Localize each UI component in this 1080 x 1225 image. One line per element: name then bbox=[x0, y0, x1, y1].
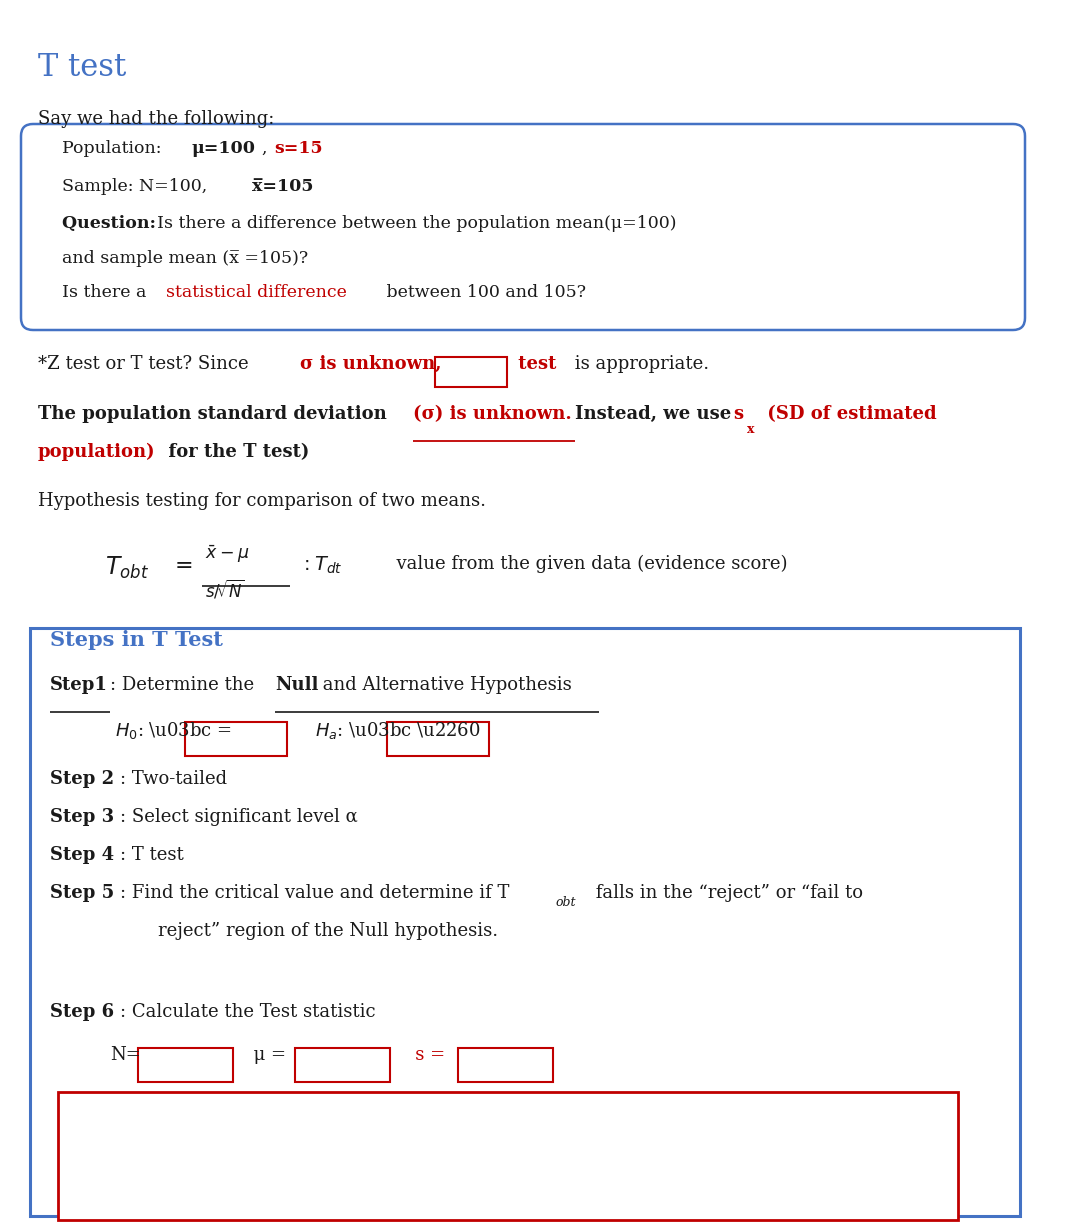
Text: s =: s = bbox=[399, 1046, 445, 1065]
Text: Sample: N=100,: Sample: N=100, bbox=[62, 178, 213, 195]
Text: The population standard deviation: The population standard deviation bbox=[38, 405, 393, 423]
Bar bbox=[138, 1049, 233, 1082]
Text: $\mathit{T}_{obt}$: $\mathit{T}_{obt}$ bbox=[105, 555, 149, 581]
Text: reject” region of the Null hypothesis.: reject” region of the Null hypothesis. bbox=[158, 922, 498, 940]
Text: s: s bbox=[733, 405, 743, 423]
Text: *Z test or T test? Since: *Z test or T test? Since bbox=[38, 355, 255, 372]
Text: : T test: : T test bbox=[120, 846, 184, 864]
Text: x̅=105: x̅=105 bbox=[252, 178, 313, 195]
Bar bbox=[58, 1091, 958, 1220]
Text: Instead, we use: Instead, we use bbox=[575, 405, 738, 423]
Text: Step 4: Step 4 bbox=[50, 846, 114, 864]
Text: (SD of estimated: (SD of estimated bbox=[761, 405, 936, 423]
Text: : Determine the: : Determine the bbox=[110, 676, 260, 695]
Text: Step 2: Step 2 bbox=[50, 771, 114, 788]
Text: : Find the critical value and determine if T: : Find the critical value and determine … bbox=[120, 884, 510, 902]
Text: μ =: μ = bbox=[242, 1046, 286, 1065]
Text: : Calculate the Test statistic: : Calculate the Test statistic bbox=[120, 1003, 376, 1020]
Text: x: x bbox=[747, 423, 755, 436]
Text: : Select significant level α: : Select significant level α bbox=[120, 808, 357, 826]
Text: and Alternative Hypothesis: and Alternative Hypothesis bbox=[318, 676, 571, 695]
Bar bbox=[295, 1049, 390, 1082]
FancyBboxPatch shape bbox=[21, 124, 1025, 330]
Text: ,: , bbox=[262, 140, 273, 157]
Bar bbox=[435, 356, 507, 387]
Text: Step 3: Step 3 bbox=[50, 808, 114, 826]
Text: =: = bbox=[175, 555, 193, 577]
Text: Step 6: Step 6 bbox=[50, 1003, 114, 1020]
Text: Steps in T Test: Steps in T Test bbox=[50, 630, 222, 650]
Text: N=: N= bbox=[110, 1046, 140, 1065]
Text: Is there a: Is there a bbox=[62, 284, 152, 301]
Text: Null: Null bbox=[275, 676, 319, 695]
Text: statistical difference: statistical difference bbox=[166, 284, 347, 301]
Text: $\bar{x}-\mu$: $\bar{x}-\mu$ bbox=[205, 543, 249, 565]
Text: $s/\!\sqrt{N}$: $s/\!\sqrt{N}$ bbox=[205, 577, 245, 600]
Bar bbox=[387, 722, 489, 756]
Text: population): population) bbox=[38, 443, 156, 462]
Text: Question:: Question: bbox=[62, 216, 162, 232]
Bar bbox=[30, 628, 1020, 1216]
Text: between 100 and 105?: between 100 and 105? bbox=[381, 284, 586, 301]
Text: Hypothesis testing for comparison of two means.: Hypothesis testing for comparison of two… bbox=[38, 492, 486, 510]
Text: Say we had the following:: Say we had the following: bbox=[38, 110, 274, 127]
Text: T test: T test bbox=[38, 51, 126, 83]
Bar bbox=[458, 1049, 553, 1082]
Text: value from the given data (evidence score): value from the given data (evidence scor… bbox=[384, 555, 787, 573]
Text: test: test bbox=[512, 355, 556, 372]
Text: Step 5: Step 5 bbox=[50, 884, 114, 902]
Text: and sample mean (x̅ =105)?: and sample mean (x̅ =105)? bbox=[62, 250, 308, 267]
Text: (σ) is unknown.: (σ) is unknown. bbox=[413, 405, 571, 423]
Text: falls in the “reject” or “fail to: falls in the “reject” or “fail to bbox=[590, 884, 863, 902]
Text: : Two-tailed: : Two-tailed bbox=[120, 771, 227, 788]
Text: Step1: Step1 bbox=[50, 676, 108, 695]
Text: $H_0$: \u03bc =: $H_0$: \u03bc = bbox=[114, 720, 232, 741]
Text: Is there a difference between the population mean(μ=100): Is there a difference between the popula… bbox=[157, 216, 676, 232]
Text: $: T_{dt}$: $: T_{dt}$ bbox=[300, 555, 342, 576]
Text: μ=100: μ=100 bbox=[192, 140, 256, 157]
Text: s=15: s=15 bbox=[274, 140, 323, 157]
Text: Population:: Population: bbox=[62, 140, 167, 157]
Bar bbox=[185, 722, 287, 756]
Text: $H_a$: \u03bc \u2260: $H_a$: \u03bc \u2260 bbox=[315, 720, 481, 741]
Text: σ is unknown,: σ is unknown, bbox=[300, 355, 442, 372]
Text: obt: obt bbox=[555, 895, 576, 909]
Text: is appropriate.: is appropriate. bbox=[569, 355, 710, 372]
Text: for the T test): for the T test) bbox=[156, 443, 309, 461]
